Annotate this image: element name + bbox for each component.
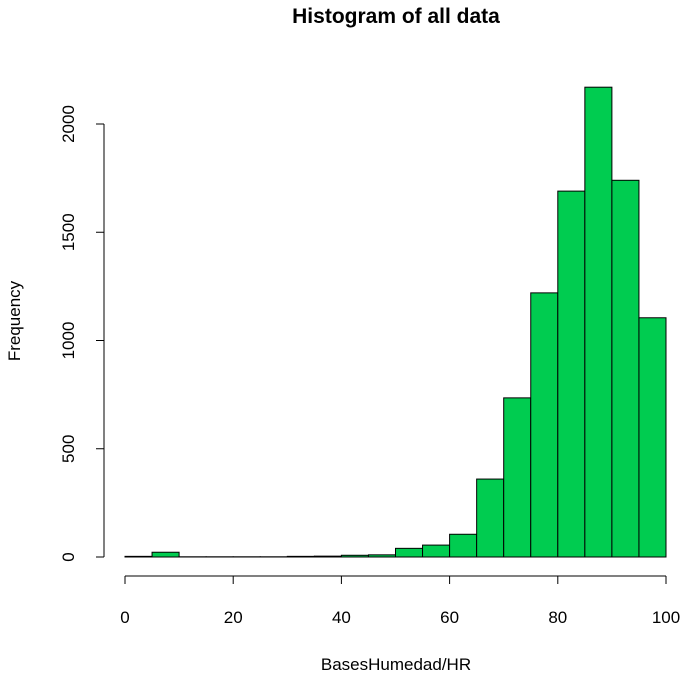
histogram-bar — [286, 555, 315, 558]
histogram-bar — [530, 292, 559, 558]
histogram-bar — [395, 547, 424, 558]
histogram-bar — [422, 544, 451, 558]
x-tick-label: 0 — [120, 608, 129, 627]
y-axis-label: Frequency — [5, 280, 24, 361]
y-tick-label: 1500 — [59, 213, 78, 251]
histogram-bar — [449, 533, 478, 558]
histogram-bar — [503, 397, 532, 558]
y-tick-label: 500 — [59, 435, 78, 463]
histogram-bar — [124, 555, 153, 558]
histogram-bar — [476, 478, 505, 558]
histogram-bar — [367, 554, 397, 558]
y-tick-label: 0 — [59, 552, 78, 561]
x-axis: 0 20 40 60 80 100 — [120, 575, 680, 627]
histogram-bar — [611, 179, 640, 558]
x-tick-label: 40 — [332, 608, 351, 627]
x-tick-label: 60 — [440, 608, 459, 627]
y-tick-label: 1000 — [59, 322, 78, 360]
histogram-bar — [557, 190, 586, 558]
histogram-bar — [584, 86, 613, 558]
histogram-bar — [638, 317, 667, 558]
bars-group — [124, 86, 667, 558]
x-tick-label: 100 — [652, 608, 680, 627]
y-axis: 0 500 1000 1500 2000 — [59, 105, 105, 562]
chart-title: Histogram of all data — [292, 5, 500, 28]
x-tick-label: 20 — [224, 608, 243, 627]
histogram-bar — [313, 555, 342, 558]
x-tick-label: 80 — [548, 608, 567, 627]
histogram-bar — [151, 551, 180, 558]
histogram-bar — [340, 554, 369, 558]
y-tick-label: 2000 — [59, 105, 78, 143]
x-axis-label: BasesHumedad/HR — [321, 655, 471, 674]
